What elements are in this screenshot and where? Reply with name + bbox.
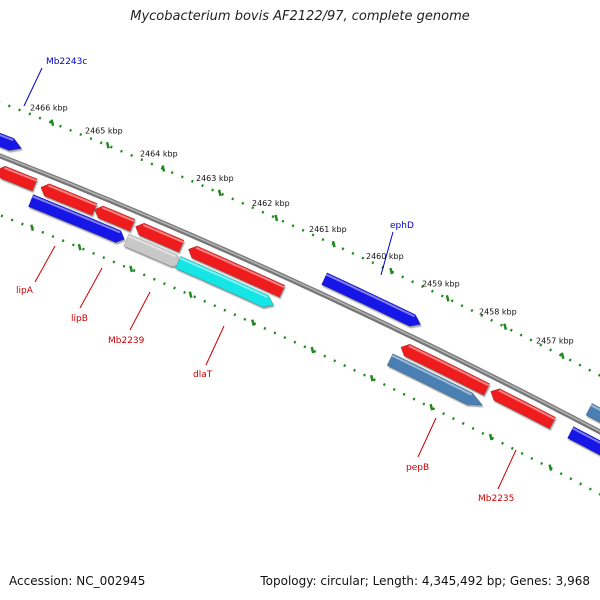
gene-labels: Mb2243c ephD lipA lipB Mb2239 dlaT pepB Mb2235 [16,57,517,504]
gene-label-leader [205,325,225,366]
gene-arrow-red-2-highlight [48,184,97,207]
gene-arrow-edge-blue[interactable] [567,426,600,460]
gene-label-leader [34,245,56,283]
gene-label[interactable]: Mb2243c [46,57,87,67]
ruler-tick-label: 2460 kbp [366,252,404,261]
gene-arrow-red-3[interactable] [94,205,136,232]
gene-arrow-mb2239-highlight [127,234,177,258]
gene-arrow-red-4-highlight [142,224,184,244]
gene-arrow-ephd[interactable] [321,272,421,327]
gene-label[interactable]: Mb2235 [478,494,514,504]
inner-ring-tick [310,346,315,354]
gene-label-leader [380,231,394,276]
gene-arrow-edge-steelblue[interactable] [585,402,600,432]
gene-arrow-pepb[interactable] [386,353,484,406]
kbp-ruler: 2466 kbp 2465 kbp 2464 kbp 2463 kbp 2462 kbp… [0,100,600,496]
gene-arrow-pepb-row-highlight [408,345,490,387]
gene-arrow-mb2235-highlight [498,389,556,420]
ruler-tick-label: 2465 kbp [85,126,123,135]
inner-ring-tick [369,374,374,382]
gene-arrow-pepb-row[interactable] [400,343,491,396]
ruler-tick-label: 2466 kbp [30,104,68,113]
ruler-tick-label: 2457 kbp [536,337,574,346]
ruler-tick-label: 2464 kbp [140,149,178,158]
gene-arrow-lipa-lipb[interactable] [28,194,125,243]
gene-arrow-red-3-highlight [101,206,135,223]
ruler-tick-label: 2462 kbp [252,199,290,208]
inner-ring-tick [488,433,493,441]
gene-arrow-mb2235[interactable] [490,388,557,430]
map-title: Mycobacterium bovis AF2122/97, complete … [130,9,470,24]
gene-arrow-red-5-highlight [195,246,285,289]
inner-ring-tick [129,265,134,273]
backbone-highlight [0,154,600,433]
ruler-major-tick [445,294,450,302]
gene-label[interactable]: pepB [406,463,429,473]
gene-arrow-pepb-highlight [391,354,473,396]
gene-label-leader [417,417,437,458]
genome-backbone [0,153,600,435]
gene-arrow-red-1-highlight [4,167,37,182]
ruler-tick-label: 2463 kbp [196,174,234,183]
gene-label-leader [497,449,517,490]
inner-ring-tick [188,291,193,299]
ruler-major-tick [274,214,279,222]
gene-arrow-ephd-highlight [325,273,415,318]
inner-ring-tick [77,243,82,251]
gene-label[interactable]: ephD [390,221,414,231]
gene-arrow-lipa-lipb-highlight [32,195,121,234]
gene-label[interactable]: dlaT [193,370,213,380]
ruler-major-tick [331,240,336,248]
ruler-major-tick [161,165,166,172]
ruler-dotted-line-outer [0,100,600,377]
gene-arrow-dlat-highlight [179,257,268,299]
gene-label-leader [23,67,43,107]
gene-arrow-mb2243c-highlight [0,133,14,142]
gene-arrow-mb2243c[interactable] [0,132,23,151]
ruler-major-tick [560,352,565,360]
gene-arrow-red-1[interactable] [0,165,38,192]
inner-ring-tick [251,319,255,326]
gene-arrow-edge-steelblue-highlight [590,404,600,412]
gene-label[interactable]: lipB [71,314,88,324]
gene-arrow-dlat[interactable] [175,255,274,308]
ruler-major-tick [50,119,55,126]
gene-features [0,132,600,460]
gene-arrow-red-4[interactable] [135,222,185,253]
ruler-dotted-line-inner [0,213,600,496]
ruler-tick-label: 2461 kbp [309,225,347,234]
gene-label[interactable]: Mb2239 [108,336,145,346]
genome-summary-text: Topology: circular; Length: 4,345,492 bp… [260,574,590,588]
ruler-major-tick [503,323,508,330]
inner-ring-tick [30,224,35,232]
accession-text: Accession: NC_002945 [9,574,146,588]
gene-label-leader [79,267,103,309]
gene-arrow-red-5[interactable] [188,245,286,298]
ruler-major-tick [105,141,110,149]
inner-ring-tick [429,403,434,411]
ruler-tick-label: 2458 kbp [479,308,517,317]
gene-label-leader [129,291,151,331]
gene-arrow-edge-blue-highlight [572,427,600,444]
ruler-major-tick [217,189,222,197]
ruler-major-tick [389,267,394,275]
ruler-tick-label: 2459 kbp [422,279,460,288]
gene-label[interactable]: lipA [16,286,34,296]
inner-ring-tick [548,464,553,471]
